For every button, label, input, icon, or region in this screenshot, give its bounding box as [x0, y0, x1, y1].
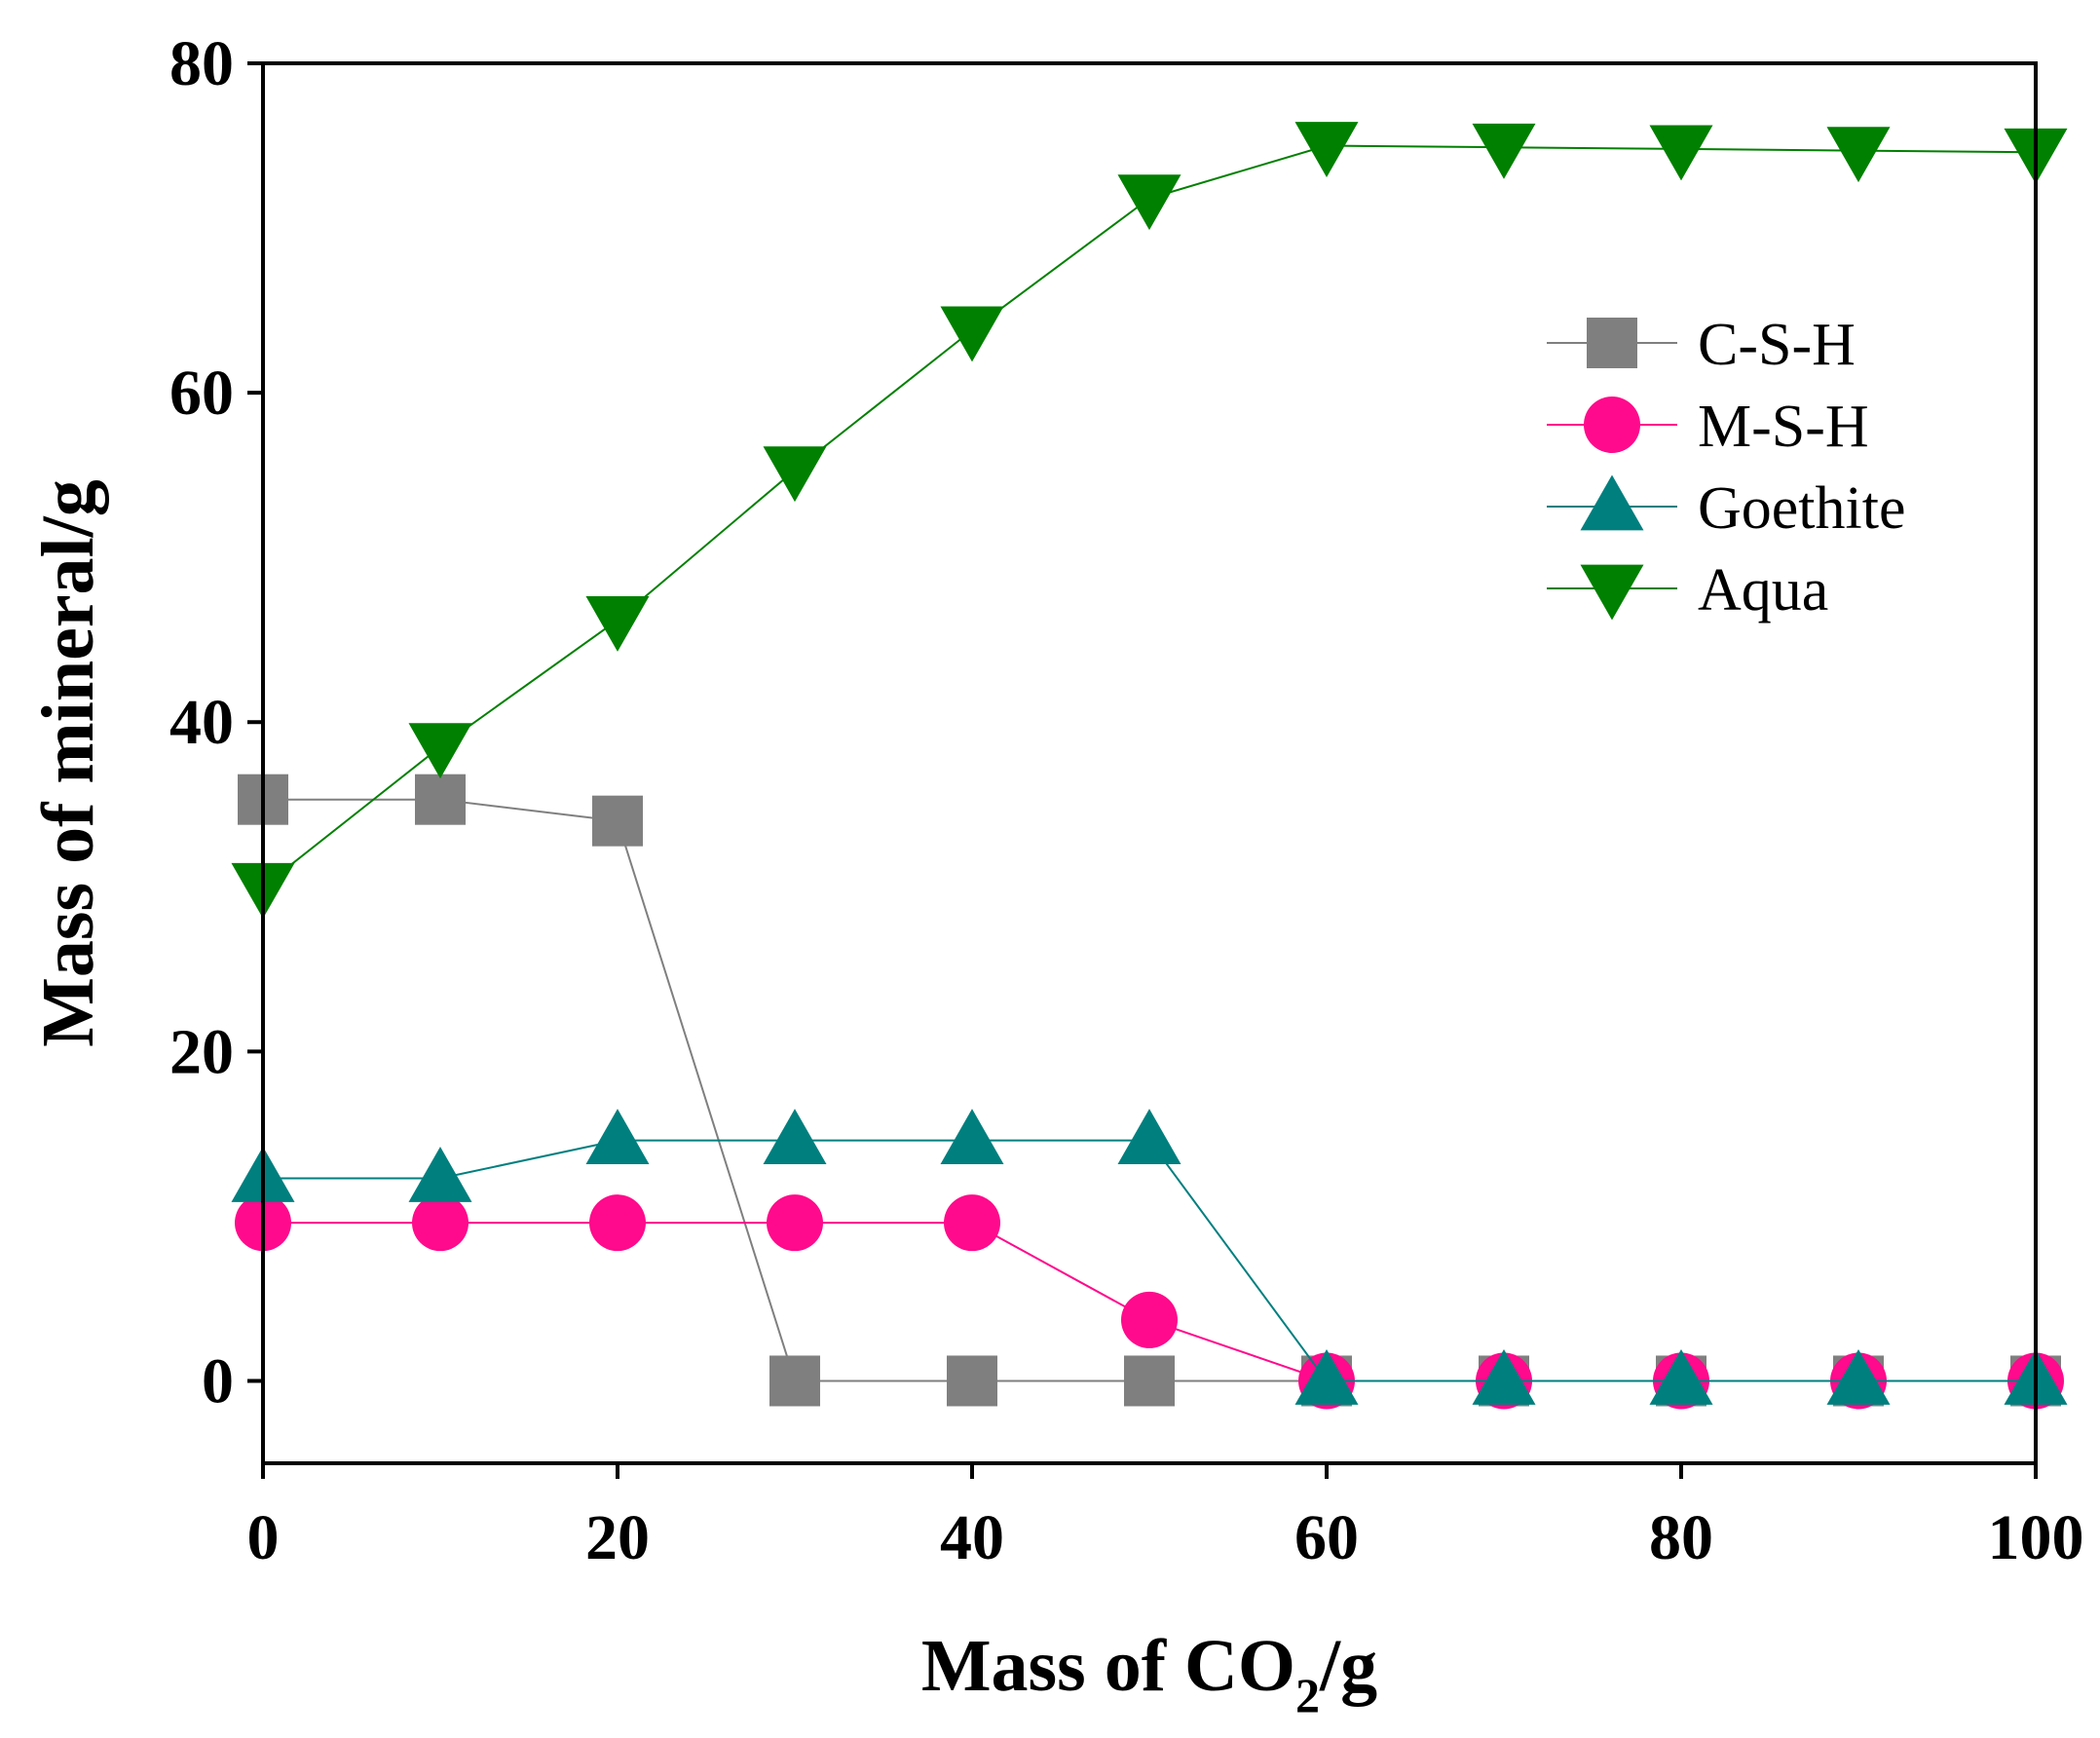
legend-marker-aqua: [1580, 564, 1644, 621]
data-point-aqua: [585, 596, 650, 652]
data-point-goethite: [1117, 1109, 1181, 1165]
data-point-goethite: [1649, 1348, 1713, 1405]
y-tick-label: 40: [169, 687, 234, 758]
data-point-aqua: [408, 723, 472, 779]
data-point-m-s-h: [1121, 1291, 1178, 1348]
y-tick-label: 60: [169, 358, 234, 429]
series-goethite: [231, 1109, 2068, 1405]
y-tick-label: 20: [169, 1016, 234, 1087]
data-point-c-s-h: [415, 774, 466, 825]
data-point-goethite: [1294, 1348, 1359, 1405]
plot-area-frame: [261, 61, 2038, 1465]
data-point-m-s-h: [944, 1194, 1000, 1252]
legend-item-c-s-h: C-S-H: [1547, 312, 1856, 378]
legend-item-goethite: Goethite: [1547, 474, 1906, 542]
x-tick-label: 20: [585, 1502, 650, 1573]
data-point-goethite: [1472, 1348, 1536, 1405]
legend: C-S-H M-S-H Goethite Aqua: [1547, 312, 1906, 623]
legend-marker-m-s-h: [1584, 397, 1640, 453]
data-point-aqua: [1294, 122, 1359, 178]
x-tick-label: 40: [940, 1502, 1004, 1573]
x-axis-title-suffix: /g: [1319, 1625, 1377, 1707]
data-point-aqua: [1472, 123, 1536, 179]
legend-label: C-S-H: [1698, 312, 1856, 378]
data-point-aqua: [1117, 174, 1181, 231]
legend-label: M-S-H: [1698, 394, 1869, 460]
y-axis-title: Mass of mineral/g: [27, 479, 109, 1047]
data-point-aqua: [940, 306, 1004, 362]
legend-marker-goethite: [1580, 474, 1644, 531]
data-point-goethite: [585, 1109, 650, 1165]
x-tick-label: 0: [247, 1502, 280, 1573]
data-point-aqua: [763, 446, 827, 503]
data-point-aqua: [1649, 125, 1713, 181]
y-tick-label: 80: [169, 28, 234, 99]
x-axis-title-prefix: Mass of CO: [921, 1625, 1295, 1707]
x-tick-label: 80: [1649, 1502, 1713, 1573]
data-point-c-s-h: [947, 1355, 997, 1407]
legend-label: Goethite: [1698, 475, 1906, 542]
data-point-m-s-h: [412, 1194, 469, 1252]
data-point-m-s-h: [767, 1194, 823, 1252]
data-point-m-s-h: [589, 1194, 646, 1252]
data-point-c-s-h: [769, 1355, 820, 1407]
series-aqua: [231, 122, 2068, 919]
x-tick-label: 60: [1294, 1502, 1359, 1573]
legend-label: Aqua: [1698, 557, 1828, 623]
data-point-c-s-h: [1124, 1355, 1175, 1407]
data-point-c-s-h: [592, 795, 643, 847]
legend-item-m-s-h: M-S-H: [1547, 394, 1869, 460]
data-point-goethite: [940, 1109, 1004, 1165]
data-point-goethite: [408, 1147, 472, 1202]
legend-item-aqua: Aqua: [1547, 557, 1828, 623]
data-point-aqua: [1826, 127, 1891, 183]
y-tick-label: 0: [202, 1345, 234, 1417]
data-point-goethite: [1826, 1348, 1891, 1405]
x-axis-title-subscript: 2: [1295, 1668, 1320, 1722]
data-point-goethite: [763, 1109, 827, 1165]
x-axis-title: Mass of CO2/g: [921, 1625, 1377, 1722]
legend-marker-c-s-h: [1587, 318, 1637, 368]
x-tick-label: 100: [1988, 1502, 2084, 1573]
